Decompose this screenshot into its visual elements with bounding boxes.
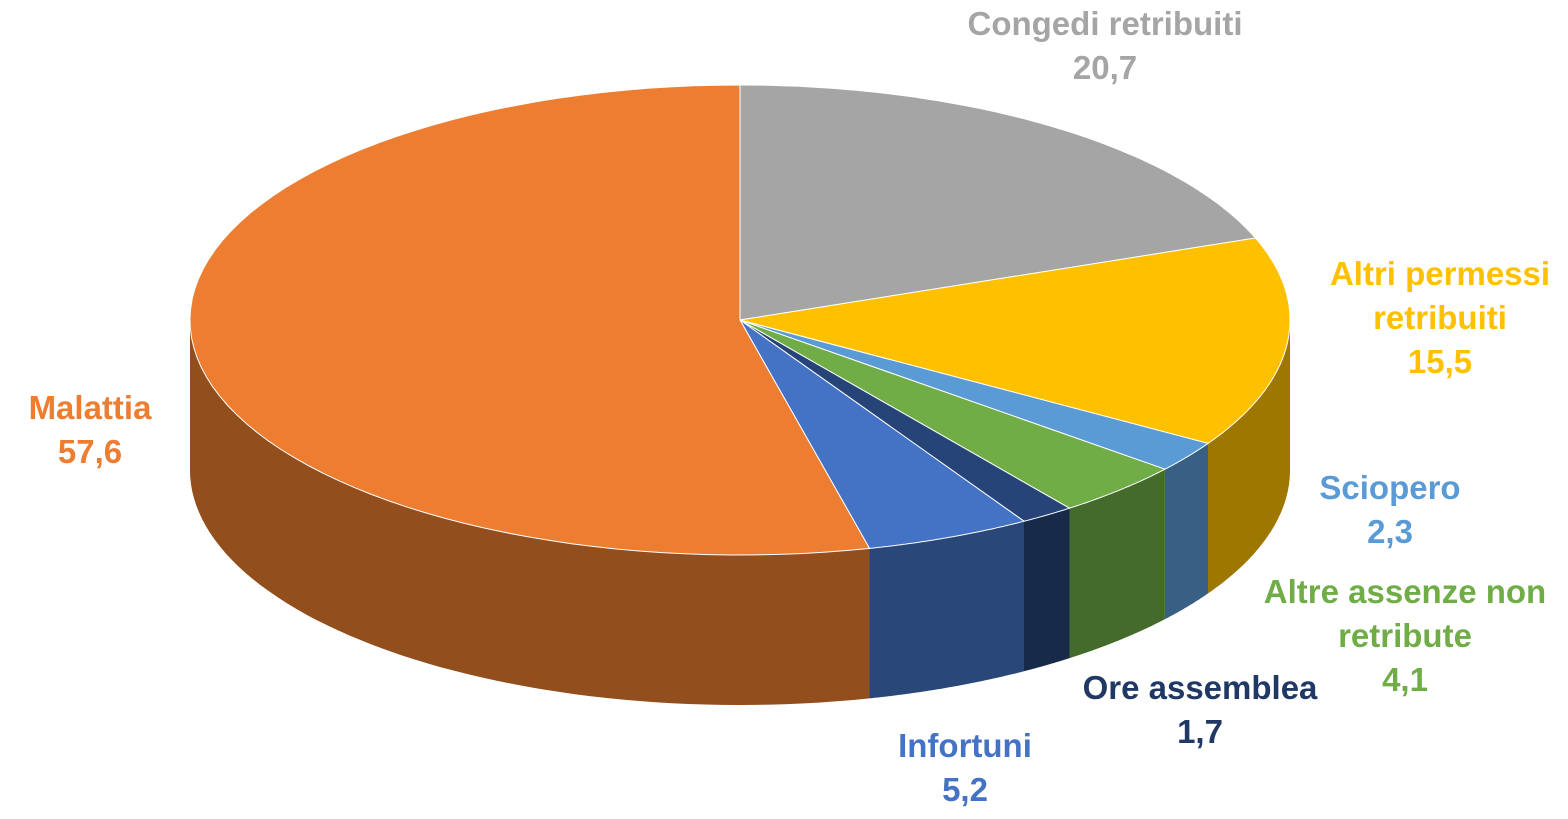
pie-slice	[739, 84, 1257, 321]
value-label: 20,7	[1072, 49, 1138, 86]
value-label: 1,7	[1177, 713, 1223, 750]
value-label: 4,1	[1382, 661, 1428, 698]
slice-label: Malattia 57,6	[0, 386, 190, 474]
value-label: 57,6	[57, 433, 123, 470]
category-label: Altre assenze non retribute	[1263, 573, 1547, 654]
category-label: Ore assemblea	[1082, 669, 1318, 706]
pie-slice-side	[1208, 320, 1290, 594]
category-label: Infortuni	[898, 727, 1032, 764]
category-label: Malattia	[28, 389, 152, 426]
value-label: 5,2	[942, 771, 988, 808]
pie-slice	[739, 319, 1071, 522]
category-label: Sciopero	[1319, 469, 1461, 506]
pie-slice	[739, 319, 1209, 470]
slice-label: Altre assenze non retribute 4,1	[1240, 570, 1568, 702]
value-label: 15,5	[1407, 343, 1473, 380]
category-label: Congedi retribuiti	[967, 5, 1243, 42]
category-label: Altri permessi retribuiti	[1329, 255, 1551, 336]
pie-slice-side	[1164, 443, 1208, 620]
pie-slice-side	[190, 320, 870, 705]
pie-slice	[189, 84, 871, 556]
slice-label: Sciopero 2,3	[1240, 466, 1540, 554]
pie-slice-side	[869, 521, 1024, 699]
pie-slice	[739, 237, 1291, 444]
value-label: 2,3	[1367, 513, 1413, 550]
pie-slice-side	[1024, 508, 1070, 672]
slice-label: Ore assemblea 1,7	[1040, 666, 1360, 754]
pie-slice	[739, 319, 1026, 549]
pie-slice-side	[1069, 469, 1165, 659]
slice-label: Congedi retribuiti 20,7	[895, 2, 1315, 90]
slice-label: Altri permessi retribuiti 15,5	[1300, 252, 1568, 384]
slice-label: Infortuni 5,2	[815, 724, 1115, 812]
pie-slice	[739, 319, 1167, 509]
